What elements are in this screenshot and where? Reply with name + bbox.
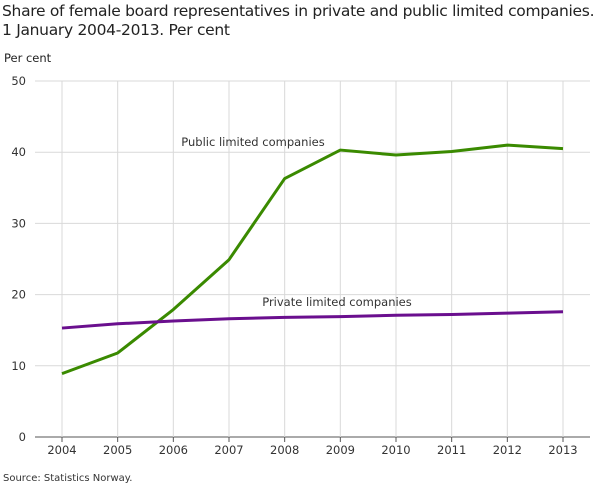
x-tick-label: 2004 — [47, 443, 76, 457]
chart-title: Share of female board representatives in… — [2, 2, 610, 40]
series-label: Public limited companies — [181, 135, 324, 149]
y-tick-label: 0 — [19, 430, 26, 444]
x-tick-label: 2005 — [103, 443, 132, 457]
source-note: Source: Statistics Norway. — [3, 473, 133, 484]
series-line-private — [61, 310, 564, 330]
y-tick-label: 30 — [11, 216, 26, 230]
y-tick-label: 40 — [11, 145, 26, 159]
y-tick-label: 10 — [11, 359, 26, 373]
x-tick-label: 2013 — [548, 443, 577, 457]
series-label: Private limited companies — [262, 295, 412, 309]
x-tick-label: 2011 — [437, 443, 466, 457]
x-tick-label: 2007 — [214, 443, 243, 457]
chart-title-line-2: 1 January 2004-2013. Per cent — [2, 21, 230, 39]
series-line-public — [61, 143, 564, 376]
x-tick-label: 2006 — [159, 443, 188, 457]
y-tick-label: 20 — [11, 288, 26, 302]
chart-title-line-1: Share of female board representatives in… — [2, 2, 595, 20]
x-tick-label: 2008 — [270, 443, 299, 457]
x-tick-label: 2010 — [381, 443, 410, 457]
x-tick-label: 2012 — [493, 443, 522, 457]
y-axis-label: Per cent — [4, 51, 52, 65]
y-tick-label: 50 — [11, 74, 26, 88]
x-tick-label: 2009 — [326, 443, 355, 457]
